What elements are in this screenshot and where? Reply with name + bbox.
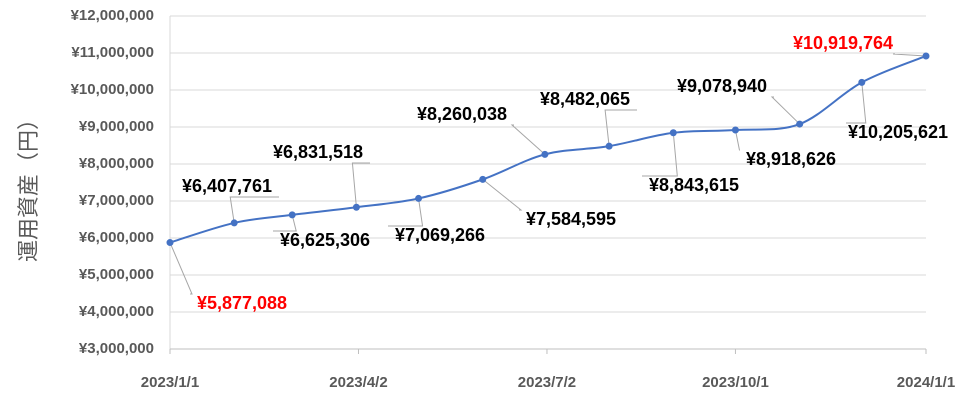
- point: [731, 126, 739, 134]
- y-tick-label: ¥9,000,000: [79, 118, 154, 135]
- value-label: ¥9,078,940: [677, 76, 767, 96]
- leader-line: [388, 198, 424, 227]
- y-tick-label: ¥12,000,000: [71, 7, 154, 24]
- x-tick-label: 2024/1/1: [897, 374, 955, 391]
- leader-line: [770, 96, 801, 125]
- value-label: ¥10,919,764: [793, 33, 893, 53]
- y-tick-label: ¥7,000,000: [79, 192, 154, 209]
- y-tick-label: ¥3,000,000: [79, 340, 154, 357]
- point: [541, 150, 549, 158]
- leader-line: [892, 53, 927, 57]
- y-tick-label: ¥5,000,000: [79, 266, 154, 283]
- value-label: ¥7,584,595: [526, 209, 616, 229]
- point: [858, 78, 866, 86]
- leader-line: [846, 82, 867, 124]
- y-tick-label: ¥4,000,000: [79, 303, 154, 320]
- value-label: ¥6,407,761: [182, 176, 272, 196]
- x-tick-label: 2023/4/2: [329, 374, 387, 391]
- y-tick-label: ¥8,000,000: [79, 155, 154, 172]
- leader-line: [642, 132, 678, 177]
- point: [415, 194, 423, 202]
- value-label: ¥8,918,626: [746, 149, 836, 169]
- leader-line: [273, 214, 297, 232]
- point: [166, 239, 174, 247]
- leader-line: [482, 178, 523, 211]
- value-label: ¥6,625,306: [280, 230, 370, 250]
- value-label: ¥8,260,038: [417, 104, 507, 124]
- point: [605, 142, 613, 150]
- value-label: ¥10,205,621: [848, 122, 948, 142]
- y-axis-label: 運用資産（円）: [16, 108, 41, 262]
- value-label: ¥6,831,518: [273, 142, 363, 162]
- value-label: ¥7,069,266: [395, 225, 485, 245]
- x-tick-label: 2023/7/2: [518, 374, 576, 391]
- leader-line: [510, 124, 546, 155]
- leader-line: [604, 109, 637, 147]
- point: [352, 203, 360, 211]
- leader-line: [351, 162, 370, 208]
- leader-line: [734, 129, 741, 151]
- value-label: ¥5,877,088: [197, 293, 287, 313]
- leader-line: [229, 196, 279, 223]
- value-label: ¥8,482,065: [540, 89, 630, 109]
- x-tick-label: 2023/10/1: [702, 374, 769, 391]
- point: [796, 120, 804, 128]
- y-tick-label: ¥10,000,000: [71, 81, 154, 98]
- point: [288, 211, 296, 219]
- y-tick-label: ¥6,000,000: [79, 229, 154, 246]
- x-tick-label: 2023/1/1: [141, 374, 199, 391]
- point: [479, 175, 487, 183]
- point: [230, 219, 238, 227]
- y-tick-label: ¥11,000,000: [71, 44, 154, 61]
- point: [922, 52, 930, 60]
- leader-line: [169, 242, 193, 295]
- value-label: ¥8,843,615: [649, 175, 739, 195]
- point: [669, 129, 677, 137]
